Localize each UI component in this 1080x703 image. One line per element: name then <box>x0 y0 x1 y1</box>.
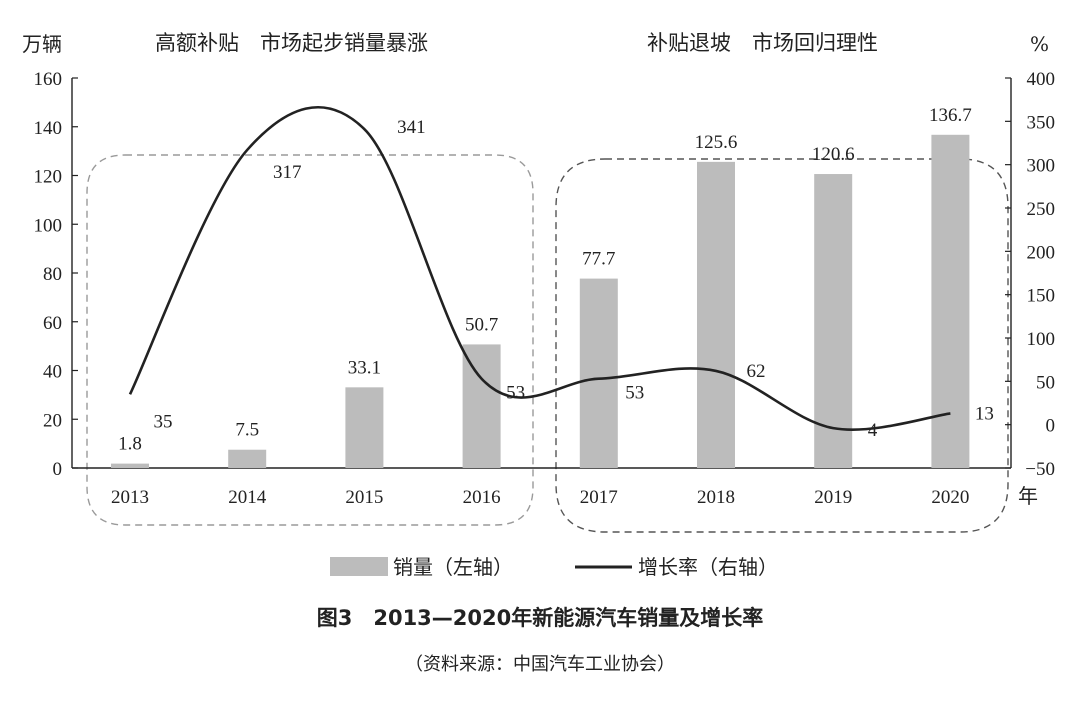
x-axis-ticks: 2013 2014 2015 2016 2017 2018 2019 2020 <box>111 487 969 508</box>
right-tick-label: −50 <box>1025 459 1055 480</box>
legend-line-label: 增长率（右轴） <box>638 555 778 579</box>
left-tick-label: 100 <box>34 215 63 236</box>
bar <box>228 449 267 468</box>
legend-bar-label: 销量（左轴） <box>393 555 513 579</box>
bar-value-label: 125.6 <box>695 132 738 153</box>
bar-labels: 1.8 7.5 33.1 50.7 77.7 125.6 120.6 136.7 <box>118 105 972 455</box>
bar <box>345 387 384 468</box>
line-value-label: 35 <box>154 411 173 432</box>
x-tick-label: 2017 <box>580 487 618 508</box>
left-tick-label: 40 <box>43 362 62 383</box>
legend-bar-swatch <box>330 557 388 576</box>
left-tick-label: 80 <box>43 264 62 285</box>
line-value-label: 53 <box>506 383 525 404</box>
bar <box>697 161 735 468</box>
figure-title: 图3 2013—2020年新能源汽车销量及增长率 <box>316 606 764 630</box>
bar <box>931 134 970 468</box>
left-tick-label: 160 <box>34 69 63 90</box>
bar <box>579 278 618 468</box>
x-tick-label: 2016 <box>463 487 501 508</box>
phase-annotation-2: 补贴退坡 市场回归理性 <box>647 31 878 55</box>
group-frame-right <box>555 158 1009 533</box>
left-axis-ticks: 0 20 40 60 80 100 120 140 160 <box>34 69 78 480</box>
x-tick-label: 2014 <box>228 487 267 508</box>
figure-source: （资料来源：中国汽车工业协会） <box>405 654 675 675</box>
x-tick-label: 2020 <box>931 487 969 508</box>
right-tick-label: 150 <box>1027 286 1056 307</box>
x-tick-label: 2019 <box>814 487 852 508</box>
right-axis-ticks: −50 0 50 100 150 200 250 300 350 400 <box>1005 69 1055 480</box>
x-tick-label: 2015 <box>345 487 383 508</box>
bar-value-label: 77.7 <box>582 249 615 270</box>
line-value-label: 317 <box>273 162 302 183</box>
phase-annotation-1: 高额补贴 市场起步销量暴涨 <box>155 31 428 55</box>
growth-rate-line <box>128 105 951 431</box>
line-value-label: 62 <box>747 361 766 382</box>
line-value-label: −4 <box>857 420 878 441</box>
x-tick-label: 2013 <box>111 487 149 508</box>
right-tick-label: 250 <box>1027 199 1056 220</box>
right-tick-label: 350 <box>1027 112 1056 133</box>
left-tick-label: 140 <box>34 118 63 139</box>
left-tick-label: 20 <box>43 410 62 431</box>
bar-value-label: 33.1 <box>348 357 381 378</box>
right-axis-label: % <box>1030 32 1049 56</box>
bar-value-label: 50.7 <box>465 314 498 335</box>
right-tick-label: 50 <box>1036 372 1055 393</box>
left-axis-label: 万辆 <box>22 32 62 56</box>
bar <box>111 463 149 468</box>
right-tick-label: 400 <box>1027 69 1056 90</box>
line-value-label: 341 <box>397 117 426 138</box>
bar-value-label: 136.7 <box>929 105 972 126</box>
line-value-label: 53 <box>625 383 644 404</box>
right-tick-label: 100 <box>1027 329 1056 350</box>
left-tick-label: 60 <box>43 313 62 334</box>
bar <box>814 174 853 468</box>
right-tick-label: 300 <box>1027 156 1056 177</box>
bar-series <box>111 134 970 468</box>
x-tick-label: 2018 <box>697 487 735 508</box>
x-axis-unit: 年 <box>1018 484 1038 508</box>
right-tick-label: 200 <box>1027 242 1056 263</box>
right-tick-label: 0 <box>1046 416 1056 437</box>
bar-value-label: 120.6 <box>812 144 855 165</box>
bar <box>462 344 501 468</box>
line-value-label: 13 <box>975 403 994 424</box>
left-tick-label: 120 <box>34 167 63 188</box>
line-labels: 35 317 341 53 53 62 −4 13 <box>154 117 994 441</box>
bar-value-label: 1.8 <box>118 434 142 455</box>
bar-value-label: 7.5 <box>235 420 259 441</box>
left-tick-label: 0 <box>53 459 63 480</box>
group-frame-left <box>86 154 534 526</box>
